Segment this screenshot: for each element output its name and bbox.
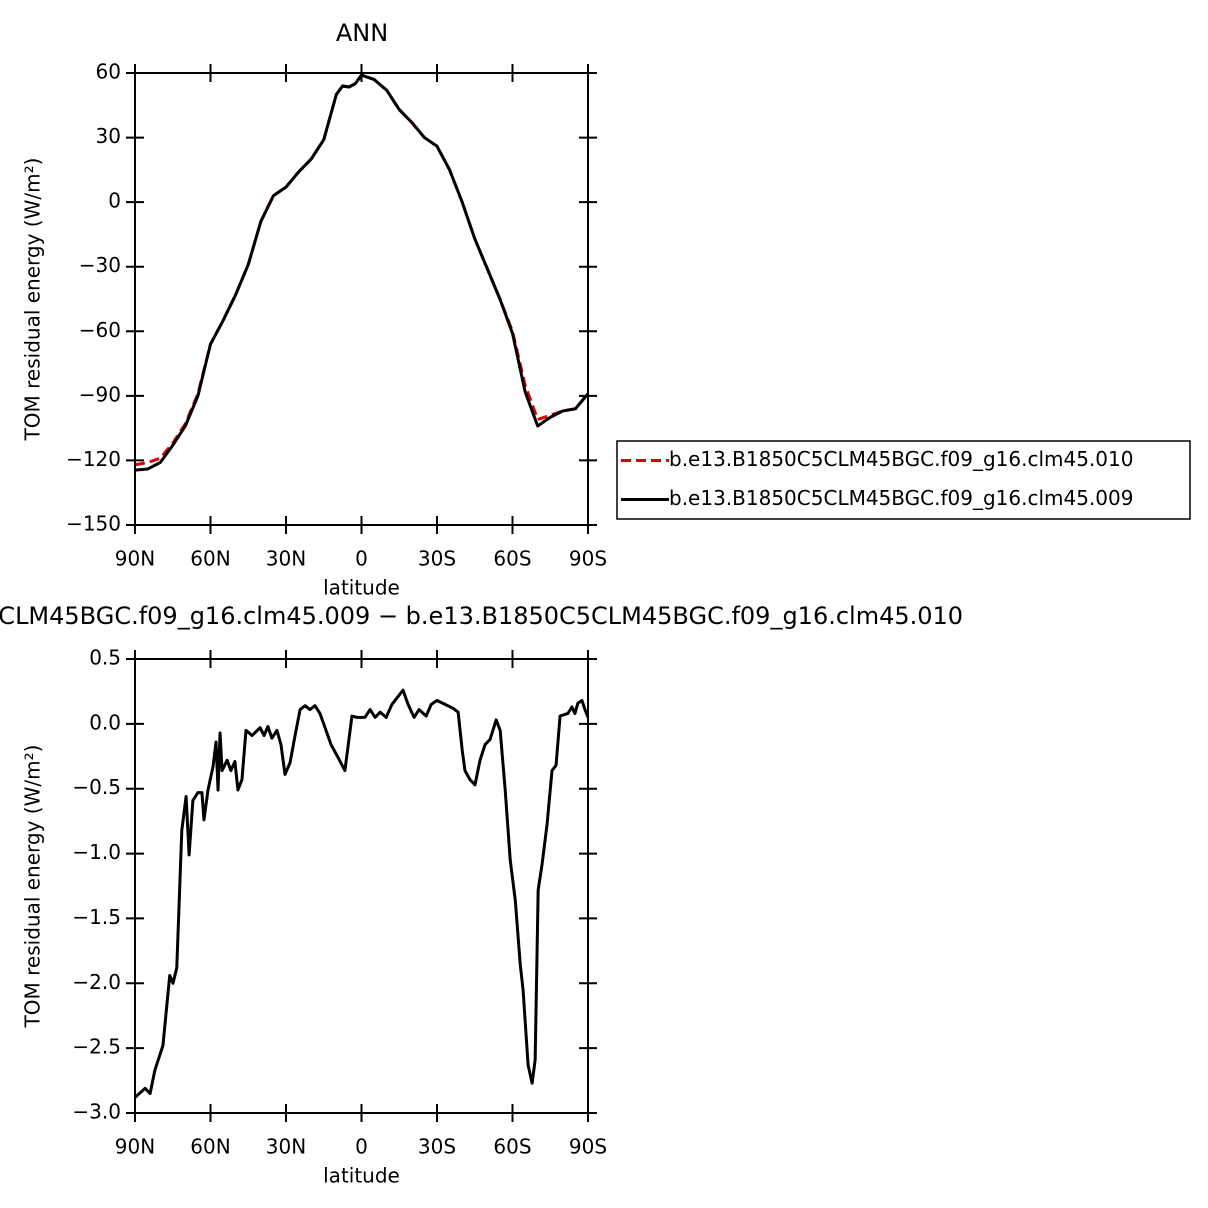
y-tick-label: −1.0 [72, 840, 121, 864]
y-tick-label: 0.0 [89, 710, 121, 734]
plot-frame [134, 72, 589, 526]
x-tick-label: 30N [266, 1135, 306, 1159]
x-tick-label: 90N [115, 547, 155, 571]
y-tick-label: −0.5 [72, 775, 121, 799]
y-axis-label: TOM residual energy (W/m²) [21, 745, 45, 1029]
y-tick-label: 0.5 [89, 646, 121, 670]
data-line [133, 688, 590, 1099]
x-tick-label: 0 [355, 547, 368, 571]
x-tick-label: 90S [569, 547, 607, 571]
y-tick-label: 30 [96, 124, 121, 148]
y-tick-label: −90 [79, 382, 121, 406]
x-tick-label: 90S [569, 1135, 607, 1159]
data-line [134, 73, 590, 472]
x-tick-label: 90N [115, 1135, 155, 1159]
x-axis-label: latitude [323, 1164, 400, 1188]
y-tick-label: −3.0 [72, 1100, 121, 1124]
x-tick-label: 0 [355, 1135, 368, 1159]
y-tick-label: 0 [108, 189, 121, 213]
y-tick-label: −150 [66, 512, 121, 536]
y-tick-label: 60 [96, 60, 121, 84]
y-tick-label: −2.5 [72, 1035, 121, 1059]
x-tick-label: 30S [418, 547, 456, 571]
x-tick-label: 30S [418, 1135, 456, 1159]
y-axis-label: TOM residual energy (W/m²) [21, 158, 45, 442]
plot-frame [134, 658, 589, 1114]
y-tick-label: −30 [79, 253, 121, 277]
chart-title: ANN [336, 19, 388, 47]
legend-label: b.e13.B1850C5CLM45BGC.f09_g16.clm45.009 [669, 486, 1133, 510]
x-tick-label: 60S [493, 1135, 531, 1159]
y-tick-label: −1.5 [72, 905, 121, 929]
y-tick-label: −60 [79, 318, 121, 342]
legend-box [616, 440, 1191, 520]
y-tick-label: −2.0 [72, 970, 121, 994]
x-tick-label: 60N [190, 547, 230, 571]
data-line [134, 73, 590, 467]
y-tick-label: −120 [66, 447, 121, 471]
x-axis-label: latitude [323, 576, 400, 600]
x-tick-label: 60S [493, 547, 531, 571]
x-tick-label: 30N [266, 547, 306, 571]
legend-label: b.e13.B1850C5CLM45BGC.f09_g16.clm45.010 [669, 447, 1133, 471]
x-tick-label: 60N [190, 1135, 230, 1159]
chart-title: b.e13.B1850C5CLM45BGC.f09_g16.clm45.009 … [0, 602, 963, 630]
